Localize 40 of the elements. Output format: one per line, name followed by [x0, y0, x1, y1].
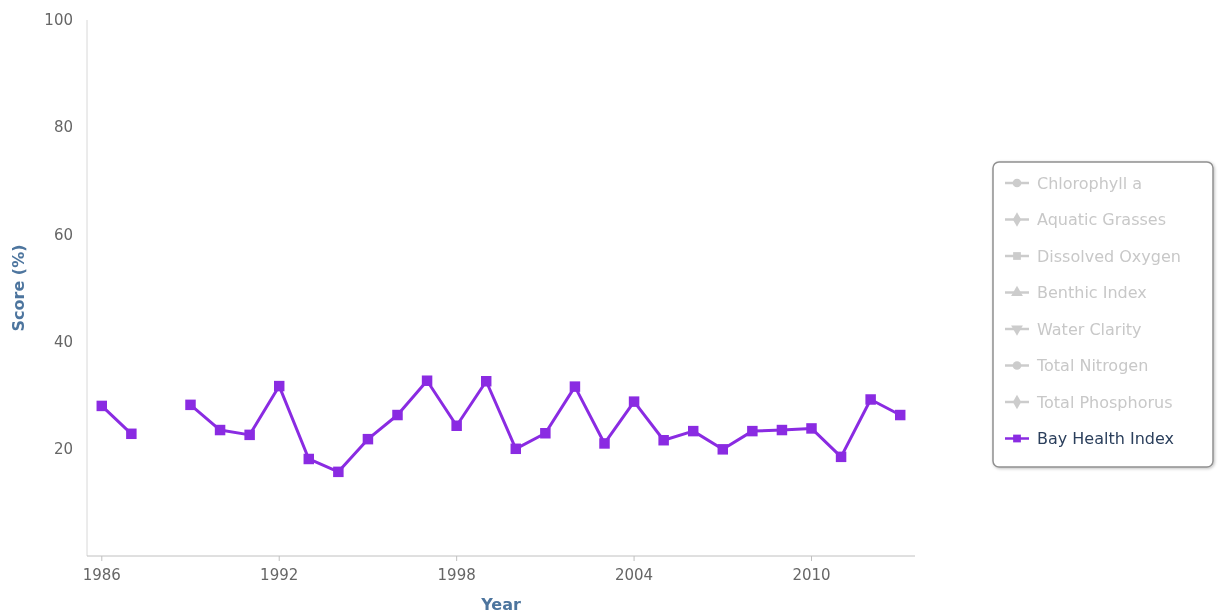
y-axis-title: Score (%) — [9, 244, 28, 332]
point — [540, 428, 551, 439]
point — [333, 466, 344, 478]
x-tick-label: 1992 — [260, 566, 299, 584]
point — [185, 399, 196, 411]
point — [244, 429, 255, 441]
point — [806, 423, 817, 434]
point — [214, 424, 226, 436]
point — [126, 428, 137, 440]
x-tick-label: 2010 — [792, 566, 831, 584]
point — [392, 409, 403, 421]
point — [480, 376, 492, 387]
point — [658, 434, 669, 446]
legend-label: Bay Health Index — [1037, 429, 1175, 449]
point — [273, 380, 285, 392]
point — [835, 451, 847, 463]
point — [510, 443, 522, 455]
point — [894, 409, 906, 421]
point — [599, 438, 610, 449]
x-tick-label: 1986 — [82, 566, 121, 584]
point — [303, 453, 315, 465]
y-tick-label: 80 — [53, 118, 73, 137]
point — [687, 425, 699, 437]
x-tick-label: 1998 — [437, 566, 476, 584]
point — [865, 394, 876, 405]
x-tick-label: 2004 — [614, 566, 654, 584]
point — [747, 425, 758, 437]
point — [569, 381, 581, 392]
point — [628, 396, 640, 407]
point — [421, 375, 433, 386]
x-axis-title: Year — [480, 595, 521, 614]
point — [776, 424, 788, 436]
y-tick-label: 60 — [53, 225, 73, 244]
point — [451, 420, 462, 431]
point — [362, 433, 374, 445]
y-tick-label: 20 — [53, 440, 73, 459]
point — [717, 444, 729, 455]
point — [96, 400, 108, 412]
y-tick-label: 40 — [53, 332, 73, 351]
y-tick-label: 100 — [44, 11, 73, 30]
